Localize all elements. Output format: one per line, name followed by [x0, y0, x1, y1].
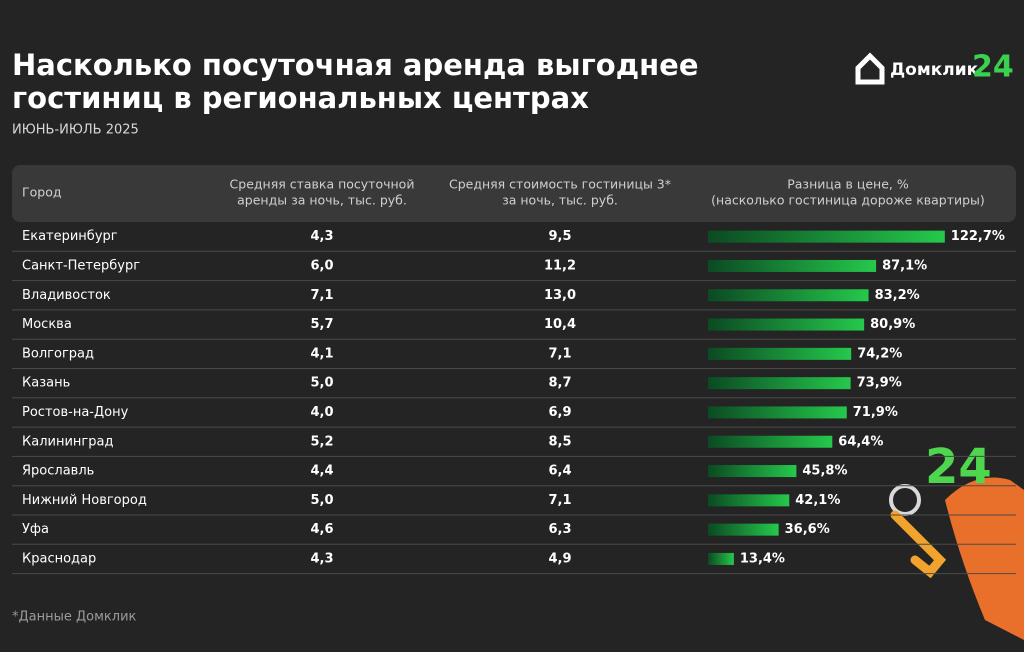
bar-label: 83,2% — [875, 288, 920, 303]
cell-value: 4,3 — [310, 551, 333, 566]
title-line: Насколько посуточная аренда выгоднее — [12, 48, 699, 82]
city: Ростов-на-Дону — [22, 405, 129, 420]
footnote: *Данные Домклик — [12, 610, 137, 625]
logo-badge: 24 — [972, 50, 1014, 85]
cell-value: 4,9 — [548, 551, 571, 566]
bar — [708, 523, 779, 536]
city: Москва — [22, 317, 72, 332]
bar-label: 87,1% — [882, 258, 927, 273]
subtitle: ИЮНЬ-ИЮЛЬ 2025 — [12, 123, 139, 138]
city: Калининград — [22, 434, 113, 449]
bar — [708, 435, 833, 448]
bar — [708, 465, 797, 478]
table-header-bg — [12, 165, 1016, 222]
bar — [708, 377, 851, 390]
cell-value: 4,3 — [310, 229, 333, 244]
logo-name: Домклик — [890, 60, 979, 80]
city: Нижний Новгород — [22, 493, 147, 508]
cell-value: 4,0 — [310, 405, 333, 420]
bar-label: 74,2% — [857, 346, 902, 361]
cell-value: 4,6 — [310, 522, 333, 537]
city: Уфа — [22, 522, 49, 537]
column-header: Разница в цене, % — [787, 177, 909, 192]
cell-value: 7,1 — [548, 346, 571, 361]
cell-value: 10,4 — [544, 317, 576, 332]
column-header: за ночь, тыс. руб. — [502, 193, 618, 208]
cell-value: 5,0 — [310, 376, 333, 391]
city: Казань — [22, 376, 70, 391]
bar-label: 122,7% — [951, 229, 1005, 244]
cell-value: 7,1 — [548, 493, 571, 508]
cell-value: 4,1 — [310, 346, 333, 361]
bar — [708, 230, 945, 243]
column-header: Город — [22, 185, 62, 200]
cell-value: 11,2 — [544, 258, 576, 273]
bar — [708, 259, 877, 272]
city: Владивосток — [22, 288, 111, 303]
bar — [708, 347, 852, 360]
cell-value: 5,0 — [310, 493, 333, 508]
bar — [708, 552, 734, 565]
column-header: Средняя стоимость гостиницы 3* — [449, 177, 671, 192]
column-header: Средняя ставка посуточной — [230, 177, 415, 192]
bar-label: 45,8% — [802, 464, 847, 479]
bar — [708, 494, 790, 507]
cell-value: 5,7 — [310, 317, 333, 332]
cell-value: 13,0 — [544, 288, 576, 303]
city: Санкт-Петербург — [22, 258, 140, 273]
cell-value: 6,4 — [548, 464, 571, 479]
city: Екатеринбург — [22, 229, 118, 244]
cell-value: 8,7 — [548, 376, 571, 391]
logo-icon — [855, 52, 885, 85]
cell-value: 4,4 — [310, 464, 333, 479]
decor-badge: 24 — [925, 439, 992, 495]
bar — [708, 318, 865, 331]
bar-label: 71,9% — [853, 405, 898, 420]
bar-label: 13,4% — [740, 551, 785, 566]
column-header: аренды за ночь, тыс. руб. — [237, 193, 407, 208]
cell-value: 7,1 — [310, 288, 333, 303]
bar — [708, 406, 847, 419]
cell-value: 9,5 — [548, 229, 571, 244]
column-header: (насколько гостиница дороже квартиры) — [711, 193, 985, 208]
city: Ярославль — [22, 464, 94, 479]
bar — [708, 289, 869, 302]
city: Краснодар — [22, 551, 96, 566]
bar-label: 42,1% — [795, 493, 840, 508]
cell-value: 6,0 — [310, 258, 333, 273]
bar-label: 80,9% — [870, 317, 915, 332]
bar-label: 73,9% — [857, 376, 902, 391]
city: Волгоград — [22, 346, 94, 361]
cell-value: 6,9 — [548, 405, 571, 420]
logo: Домклик 24 — [855, 50, 1014, 85]
bar-label: 36,6% — [785, 522, 830, 537]
cell-value: 6,3 — [548, 522, 571, 537]
cell-value: 5,2 — [310, 434, 333, 449]
title-line: гостиниц в региональных центрах — [12, 81, 589, 115]
cell-value: 8,5 — [548, 434, 571, 449]
bar-label: 64,4% — [838, 434, 883, 449]
